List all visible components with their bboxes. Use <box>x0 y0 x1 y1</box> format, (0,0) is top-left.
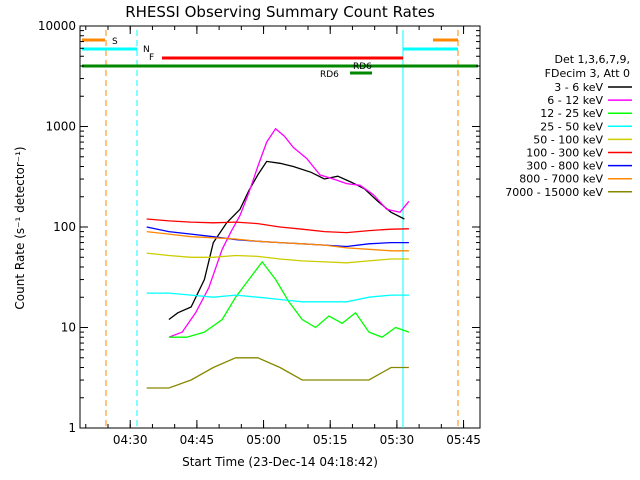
marker-label: F <box>149 53 154 63</box>
legend-label: 6 - 12 keV <box>547 94 603 107</box>
x-tick-label: 05:45 <box>446 433 481 447</box>
x-tick-label: 05:15 <box>313 433 348 447</box>
legend-label: 25 - 50 keV <box>540 120 603 133</box>
x-tick-label: 04:30 <box>113 433 148 447</box>
marker-label: RD6 <box>353 62 372 72</box>
series-line <box>146 357 409 389</box>
legend-label: 300 - 800 keV <box>526 160 603 173</box>
y-tick-label: 10000 <box>38 19 76 33</box>
series-line <box>146 292 409 303</box>
legend-header: Det 1,3,6,7,9, <box>554 53 630 66</box>
series-line <box>168 127 410 338</box>
x-axis-label: Start Time (23-Dec-14 04:18:42) <box>182 455 378 469</box>
x-tick-label: 05:30 <box>380 433 415 447</box>
legend-label: 50 - 100 keV <box>533 133 603 146</box>
marker-label: N <box>143 45 150 55</box>
series-line <box>168 160 405 321</box>
marker-label: S <box>112 37 118 47</box>
legend-label: 3 - 6 keV <box>554 81 603 94</box>
legend-label: 12 - 25 keV <box>540 107 603 120</box>
legend-label: 7000 - 15000 keV <box>505 186 603 199</box>
series-line <box>146 230 409 252</box>
marker-label: RD6 <box>320 70 339 80</box>
x-tick-label: 05:00 <box>246 433 281 447</box>
series-group <box>146 127 410 389</box>
series-line <box>146 218 409 234</box>
legend-label: 800 - 7000 keV <box>519 173 603 186</box>
legend: Det 1,3,6,7,9, FDecim 3, Att 0 3 - 6 keV… <box>505 53 632 199</box>
y-tick-label: 1 <box>68 421 76 435</box>
legend-header: FDecim 3, Att 0 <box>545 67 630 80</box>
series-line <box>168 260 410 338</box>
y-tick-label: 10 <box>61 321 76 335</box>
x-tick-label: 04:45 <box>180 433 215 447</box>
legend-label: 100 - 300 keV <box>526 147 603 160</box>
y-tick-label: 1000 <box>45 120 76 134</box>
x-axis: 04:30 04:45 05:00 05:15 05:30 05:45 <box>85 26 481 447</box>
y-axis: 1 10 100 1000 10000 <box>38 19 480 435</box>
chart-title: RHESSI Observing Summary Count Rates <box>125 3 435 21</box>
series-line <box>146 252 409 264</box>
y-tick-label: 100 <box>53 220 76 234</box>
y-axis-label: Count Rate (s⁻¹ detector⁻¹) <box>13 146 27 309</box>
